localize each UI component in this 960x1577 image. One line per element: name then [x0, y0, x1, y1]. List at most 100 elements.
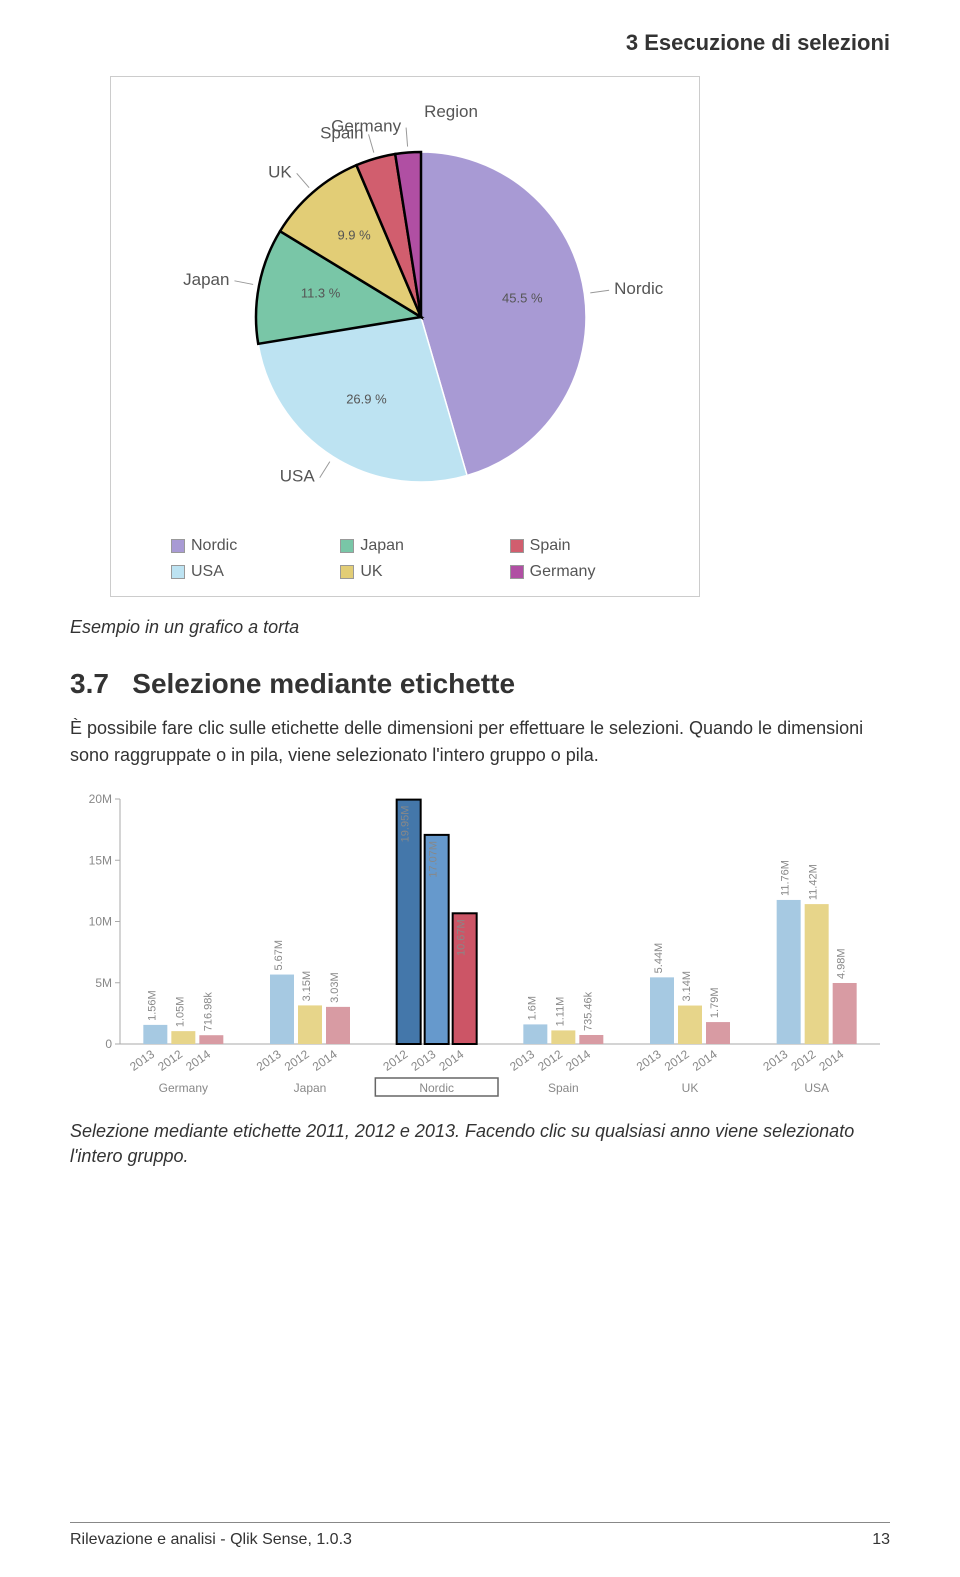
section-body: È possibile fare clic sulle etichette de… — [70, 715, 890, 769]
footer-left: Rilevazione e analisi - Qlik Sense, 1.0.… — [70, 1531, 352, 1549]
year-label-japan-2012[interactable]: 2012 — [282, 1047, 312, 1074]
group-label-usa[interactable]: USA — [804, 1081, 829, 1095]
legend-item-uk[interactable]: UK — [340, 563, 489, 581]
legend-item-nordic[interactable]: Nordic — [171, 537, 320, 555]
page-footer: Rilevazione e analisi - Qlik Sense, 1.0.… — [70, 1522, 890, 1549]
bar-germany-2012[interactable] — [171, 1031, 195, 1044]
legend-label: Nordic — [191, 537, 237, 555]
section-heading: 3.7 Selezione mediante etichette — [70, 668, 890, 700]
group-label-germany[interactable]: Germany — [159, 1081, 208, 1095]
pie-label-japan[interactable]: Japan — [183, 270, 229, 289]
group-label-japan[interactable]: Japan — [294, 1081, 327, 1095]
footer-page-number: 13 — [872, 1531, 890, 1549]
bar-chart[interactable]: 0 5M 10M 15M 20M 1.56M 2013 1.05M 2012 716.98k 201… — [70, 789, 890, 1099]
svg-text:19.95M: 19.95M — [400, 806, 412, 843]
pie-label-uk[interactable]: UK — [268, 162, 292, 181]
svg-text:Region: Region — [424, 102, 478, 121]
section-title: Selezione mediante etichette — [132, 668, 515, 699]
legend-label: USA — [191, 563, 224, 581]
group-label-spain[interactable]: Spain — [548, 1081, 579, 1095]
bar-japan-2012[interactable] — [298, 1005, 322, 1044]
year-label-uk-2014[interactable]: 2014 — [690, 1047, 720, 1074]
svg-text:1.79M: 1.79M — [709, 987, 721, 1018]
bar-uk-2013[interactable] — [650, 977, 674, 1044]
svg-text:735.46k: 735.46k — [582, 991, 594, 1031]
bar-uk-2012[interactable] — [678, 1006, 702, 1044]
svg-text:10M: 10M — [89, 915, 112, 929]
svg-text:11.76M: 11.76M — [780, 860, 792, 896]
svg-text:10.67M: 10.67M — [456, 919, 468, 956]
pie-label-nordic[interactable]: Nordic — [614, 279, 664, 298]
legend-item-spain[interactable]: Spain — [510, 537, 659, 555]
pie-label-usa[interactable]: USA — [280, 467, 316, 486]
legend-swatch — [510, 565, 524, 579]
svg-text:716.98k: 716.98k — [202, 992, 214, 1032]
year-label-japan-2013[interactable]: 2013 — [254, 1047, 284, 1074]
legend-swatch — [171, 539, 185, 553]
pie-caption: Esempio in un grafico a torta — [70, 617, 890, 638]
svg-text:1.56M: 1.56M — [146, 990, 158, 1021]
svg-text:15M: 15M — [89, 853, 112, 867]
svg-text:1.11M: 1.11M — [554, 997, 566, 1027]
bar-spain-2012[interactable] — [551, 1030, 575, 1044]
year-label-uk-2013[interactable]: 2013 — [634, 1047, 664, 1074]
svg-text:3.15M: 3.15M — [301, 971, 313, 1002]
bar-usa-2012[interactable] — [805, 904, 829, 1044]
legend-label: UK — [360, 563, 382, 581]
section-number: 3.7 — [70, 668, 109, 699]
legend-label: Germany — [530, 563, 596, 581]
bar-caption: Selezione mediante etichette 2011, 2012 … — [70, 1119, 890, 1169]
legend-swatch — [510, 539, 524, 553]
legend-label: Japan — [360, 537, 404, 555]
year-label-germany-2012[interactable]: 2012 — [155, 1047, 185, 1074]
svg-text:3.03M: 3.03M — [329, 972, 341, 1003]
year-label-spain-2014[interactable]: 2014 — [563, 1047, 593, 1074]
bar-uk-2014[interactable] — [706, 1022, 730, 1044]
year-label-japan-2014[interactable]: 2014 — [310, 1047, 340, 1074]
year-label-germany-2013[interactable]: 2013 — [127, 1047, 157, 1074]
legend-item-usa[interactable]: USA — [171, 563, 320, 581]
svg-text:5M: 5M — [95, 976, 112, 990]
year-label-spain-2013[interactable]: 2013 — [507, 1047, 537, 1074]
year-label-usa-2014[interactable]: 2014 — [816, 1047, 846, 1074]
svg-text:5.44M: 5.44M — [653, 943, 665, 974]
legend-swatch — [340, 539, 354, 553]
svg-text:45.5 %: 45.5 % — [502, 291, 543, 306]
group-label-uk[interactable]: UK — [682, 1081, 699, 1095]
svg-text:5.67M: 5.67M — [273, 940, 285, 971]
bar-germany-2013[interactable] — [143, 1025, 167, 1044]
bar-japan-2014[interactable] — [326, 1007, 350, 1044]
year-label-nordic-2014[interactable]: 2014 — [436, 1047, 466, 1074]
year-label-nordic-2013[interactable]: 2013 — [408, 1047, 438, 1074]
year-label-germany-2014[interactable]: 2014 — [183, 1047, 213, 1074]
svg-text:11.42M: 11.42M — [808, 864, 820, 900]
pie-chart-container: Region45.5 %Nordic26.9 %USA11.3 %Japan9.… — [110, 76, 700, 597]
legend-swatch — [171, 565, 185, 579]
group-label-nordic[interactable]: Nordic — [419, 1081, 454, 1095]
year-label-usa-2012[interactable]: 2012 — [788, 1047, 818, 1074]
bar-usa-2013[interactable] — [777, 900, 801, 1044]
svg-text:1.05M: 1.05M — [174, 997, 186, 1028]
bar-japan-2013[interactable] — [270, 975, 294, 1044]
svg-text:0: 0 — [105, 1037, 112, 1051]
year-label-uk-2012[interactable]: 2012 — [662, 1047, 692, 1074]
bar-spain-2014[interactable] — [579, 1035, 603, 1044]
legend-item-germany[interactable]: Germany — [510, 563, 659, 581]
svg-text:1.6M: 1.6M — [526, 996, 538, 1020]
page-header: 3 Esecuzione di selezioni — [70, 30, 890, 56]
year-label-nordic-2012[interactable]: 2012 — [380, 1047, 410, 1074]
svg-text:26.9 %: 26.9 % — [346, 392, 387, 407]
svg-text:20M: 20M — [89, 792, 112, 806]
year-label-usa-2013[interactable]: 2013 — [760, 1047, 790, 1074]
pie-label-germany[interactable]: Germany — [331, 117, 401, 136]
bar-chart-container: 0 5M 10M 15M 20M 1.56M 2013 1.05M 2012 716.98k 201… — [70, 789, 890, 1099]
bar-spain-2013[interactable] — [523, 1024, 547, 1044]
pie-chart[interactable]: Region45.5 %Nordic26.9 %USA11.3 %Japan9.… — [121, 87, 691, 527]
legend-item-japan[interactable]: Japan — [340, 537, 489, 555]
bar-germany-2014[interactable] — [199, 1035, 223, 1044]
svg-text:9.9 %: 9.9 % — [337, 228, 371, 243]
svg-text:4.98M: 4.98M — [836, 948, 848, 979]
pie-legend: Nordic Japan Spain USA UK Germany — [121, 527, 689, 581]
bar-usa-2014[interactable] — [833, 983, 857, 1044]
year-label-spain-2012[interactable]: 2012 — [535, 1047, 565, 1074]
